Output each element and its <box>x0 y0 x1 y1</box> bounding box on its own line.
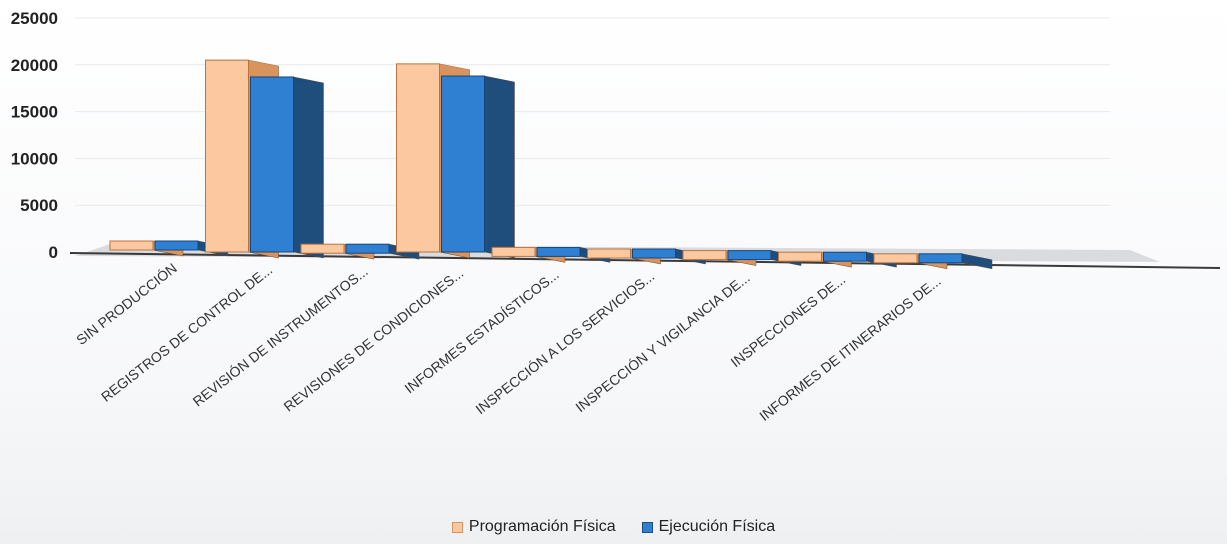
bar-side-face <box>293 76 324 259</box>
bars <box>109 59 993 270</box>
legend-swatch-ejecucion <box>641 521 653 533</box>
legend-item-ejecucion: Ejecución Física <box>641 518 776 536</box>
legend-label-programacion: Programación Física <box>468 518 616 535</box>
x-tick-label: REVISIONES DE CONDICIONES... <box>281 265 467 415</box>
bar-front-face <box>536 246 581 257</box>
bar-front-face <box>682 250 727 261</box>
legend-swatch-programacion <box>451 521 463 533</box>
bar-side-face <box>484 75 515 259</box>
bar-front-face <box>632 248 676 259</box>
x-tick-label: INSPECCIÓN A LOS SERVICIOS... <box>472 268 657 417</box>
bar-front-face <box>491 246 536 257</box>
bar-front-face <box>873 253 918 264</box>
legend-item-programacion: Programación Física <box>451 518 616 536</box>
bar-front-face <box>154 240 199 251</box>
y-tick-label: 10000 <box>11 149 58 168</box>
bar-front-face <box>300 243 345 254</box>
bar-front-face <box>587 248 631 259</box>
x-tick-label: INFORMES ESTADÍSTICOS... <box>401 266 561 396</box>
bar-ejecucion-8 <box>918 253 993 270</box>
bar-front-face <box>918 253 963 264</box>
legend-label-ejecucion: Ejecución Física <box>658 518 776 535</box>
x-tick-label: REGISTROS DE CONTROL DE... <box>98 261 275 405</box>
bar-front-face <box>396 63 440 253</box>
x-tick-label: REVISIÓN DE INSTRUMENTOS... <box>190 263 371 410</box>
bar-ejecucion-1 <box>250 76 324 259</box>
bar-ejecucion-3 <box>441 75 515 259</box>
bar-front-face <box>345 243 390 254</box>
bar-front-face <box>778 251 822 262</box>
bar-front-face <box>823 251 867 262</box>
y-tick-label: 15000 <box>11 103 58 122</box>
bar-front-face <box>109 240 154 251</box>
bar-front-face <box>250 76 294 253</box>
x-tick-label: INSPECCIÓN Y VIGILANCIA DE... <box>572 269 753 415</box>
y-axis-ticks: 0 5000 10000 15000 20000 25000 <box>11 9 58 262</box>
y-tick-label: 5000 <box>20 196 58 215</box>
bar-front-face <box>727 250 772 261</box>
y-tick-label: 25000 <box>11 9 58 28</box>
x-tick-label: INFORMES DE ITINERARIOS DE... <box>756 273 944 424</box>
bar-front-face <box>205 59 249 253</box>
y-tick-label: 0 <box>49 243 58 262</box>
legend: Programación Física Ejecución Física <box>0 514 1227 540</box>
bar-front-face <box>441 75 485 253</box>
x-tick-label: SIN PRODUCCIÓN <box>73 260 180 348</box>
y-tick-label: 20000 <box>11 56 58 75</box>
